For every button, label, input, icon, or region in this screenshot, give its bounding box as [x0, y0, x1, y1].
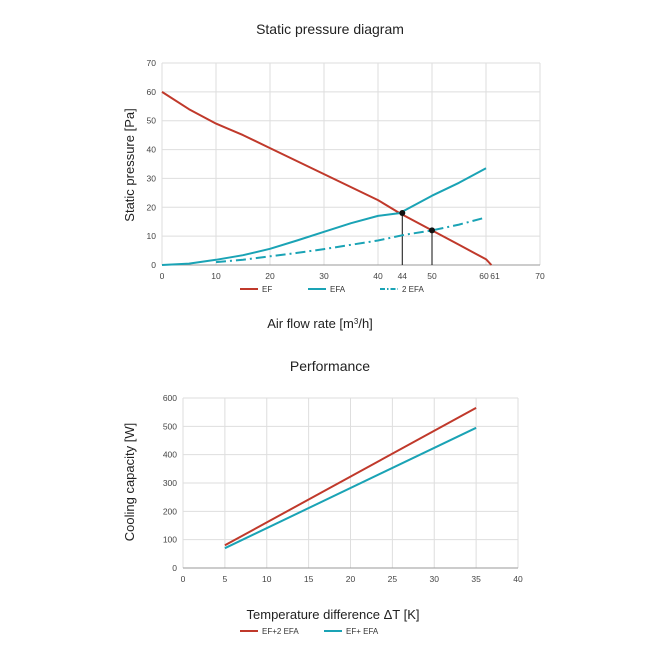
chart1-y-tick-label: 60 — [147, 87, 157, 97]
chart1-x-tick-label: 20 — [265, 271, 275, 281]
chart1-y-tick-label: 20 — [147, 202, 157, 212]
chart1-x-tick-label: 10 — [211, 271, 221, 281]
chart2-legend-label-1: EF+ EFA — [346, 627, 379, 636]
chart1-x-tick-label-extra: 44 — [398, 271, 408, 281]
chart1-operating-point — [399, 210, 406, 217]
chart2-y-tick-label: 0 — [172, 563, 177, 573]
chart2-y-tick-label: 600 — [163, 393, 177, 403]
chart1-y-tick-label: 50 — [147, 116, 157, 126]
chart1-series-line-1 — [161, 167, 487, 266]
chart2-y-tick-label: 100 — [163, 535, 177, 545]
chart1-x-tick-label: 0 — [160, 271, 165, 281]
chart1-x-tick-label-extra: 61 — [490, 271, 500, 281]
chart2-series-line-1 — [224, 426, 477, 550]
chart2-y-tick-label: 400 — [163, 450, 177, 460]
chart2-legend-label-0: EF+2 EFA — [262, 627, 299, 636]
chart1-series-line-0 — [161, 91, 493, 266]
chart1-x-label-main: Air flow rate [m — [267, 316, 354, 331]
chart1-x-label-sup: 3 — [354, 317, 359, 326]
chart2-title: Performance — [290, 358, 370, 374]
chart1-title: Static pressure diagram — [256, 21, 404, 37]
chart2-x-tick-label: 5 — [223, 574, 228, 584]
chart1-operating-point — [429, 227, 435, 234]
chart1-x-label-end: /h] — [358, 316, 372, 331]
chart1-x-tick-label: 60 — [479, 271, 489, 281]
chart2-y-tick-label: 500 — [163, 421, 177, 431]
chart1-y-axis-label: Static pressure [Pa] — [122, 108, 137, 221]
chart2-x-tick-label: 20 — [346, 574, 356, 584]
chart1-x-axis-label: Air flow rate [m3/h] — [267, 316, 373, 331]
chart1-y-tick-label: 10 — [147, 231, 157, 241]
chart2-series-line-0 — [224, 407, 477, 547]
chart1-y-tick-label: 70 — [147, 58, 157, 68]
chart1-y-tick-label: 0 — [151, 260, 156, 270]
chart1-x-tick-label: 30 — [319, 271, 329, 281]
chart1-legend-label-2: 2 EFA — [402, 285, 424, 294]
chart1-x-tick-label: 40 — [373, 271, 383, 281]
chart2-x-tick-label: 30 — [430, 574, 440, 584]
chart2-x-tick-label: 10 — [262, 574, 272, 584]
chart1-legend-label-0: EF — [262, 285, 272, 294]
chart1-x-tick-label: 50 — [427, 271, 437, 281]
chart2-y-tick-label: 200 — [163, 506, 177, 516]
chart1-y-tick-label: 40 — [147, 145, 157, 155]
chart2-x-tick-label: 15 — [304, 574, 314, 584]
chart1-series-line-2 — [215, 216, 487, 264]
chart2-x-axis-label: Temperature difference ΔT [K] — [247, 607, 420, 622]
chart2-y-tick-label: 300 — [163, 478, 177, 488]
chart1-x-tick-label: 70 — [535, 271, 545, 281]
chart2-y-axis-label: Cooling capacity [W] — [122, 423, 137, 542]
chart1-y-tick-label: 30 — [147, 173, 157, 183]
chart1-legend-label-1: EFA — [330, 285, 346, 294]
chart2-x-tick-label: 25 — [388, 574, 398, 584]
chart2-x-tick-label: 35 — [471, 574, 481, 584]
chart2-x-tick-label: 40 — [513, 574, 523, 584]
chart2-x-tick-label: 0 — [181, 574, 186, 584]
